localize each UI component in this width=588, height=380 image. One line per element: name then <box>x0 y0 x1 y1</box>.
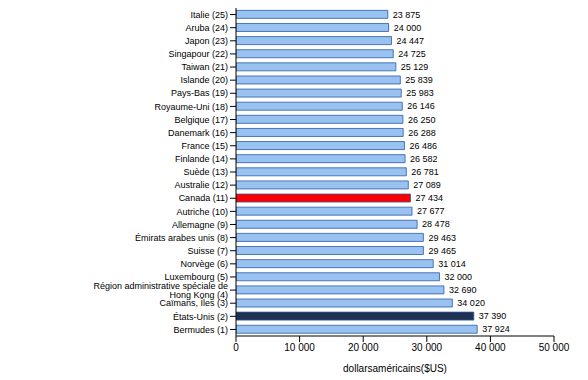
svg-text:24 447: 24 447 <box>396 36 424 46</box>
svg-text:37 924: 37 924 <box>482 324 510 334</box>
svg-text:26 146: 26 146 <box>407 101 435 111</box>
svg-text:26 582: 26 582 <box>410 154 438 164</box>
svg-text:Taiwan (21): Taiwan (21) <box>181 62 228 72</box>
svg-text:Danemark (16): Danemark (16) <box>168 128 228 138</box>
svg-text:Autriche (10): Autriche (10) <box>176 207 228 217</box>
svg-text:20 000: 20 000 <box>348 342 379 353</box>
svg-text:Bermudes (1): Bermudes (1) <box>173 325 228 335</box>
svg-text:Royaume-Uni (18): Royaume-Uni (18) <box>154 102 228 112</box>
svg-text:Belgique (17): Belgique (17) <box>174 115 228 125</box>
svg-text:Islande (20): Islande (20) <box>180 75 228 85</box>
svg-text:40 000: 40 000 <box>475 342 506 353</box>
svg-text:25 129: 25 129 <box>401 62 429 72</box>
svg-text:Singapour (22): Singapour (22) <box>168 49 228 59</box>
svg-text:Suède (13): Suède (13) <box>183 167 228 177</box>
svg-text:27 677: 27 677 <box>417 206 445 216</box>
svg-text:Caïmans, Îles (3): Caïmans, Îles (3) <box>159 298 228 308</box>
svg-text:29 465: 29 465 <box>428 246 456 256</box>
svg-text:France (15): France (15) <box>181 141 228 151</box>
svg-text:Italie (25): Italie (25) <box>190 10 228 20</box>
svg-text:Luxembourg (5): Luxembourg (5) <box>164 272 228 283</box>
svg-text:27 089: 27 089 <box>413 180 441 190</box>
svg-text:28 478: 28 478 <box>422 219 450 229</box>
svg-text:50 000: 50 000 <box>539 342 570 353</box>
svg-text:26 486: 26 486 <box>409 141 437 151</box>
svg-text:Canada (11): Canada (11) <box>179 193 228 203</box>
svg-text:Émirats arabes unis (8): Émirats arabes unis (8) <box>135 233 228 243</box>
svg-text:32 000: 32 000 <box>445 272 473 282</box>
svg-text:Finlande (14): Finlande (14) <box>175 154 228 164</box>
svg-text:30 000: 30 000 <box>412 342 443 353</box>
svg-text:37 390: 37 390 <box>479 311 507 321</box>
svg-text:31 014: 31 014 <box>438 259 466 269</box>
svg-text:Aruba (24): Aruba (24) <box>185 23 228 33</box>
svg-text:32 690: 32 690 <box>449 285 477 295</box>
svg-text:États-Unis (2): États-Unis (2) <box>173 312 228 322</box>
svg-text:Région administrative spéciale: Région administrative spéciale deHong Ko… <box>93 281 228 300</box>
svg-text:23 875: 23 875 <box>393 10 421 20</box>
svg-text:26 288: 26 288 <box>408 128 436 138</box>
svg-text:Australie (12): Australie (12) <box>174 180 228 190</box>
svg-text:34 020: 34 020 <box>457 298 485 308</box>
svg-text:Suisse (7): Suisse (7) <box>187 246 228 256</box>
svg-text:10 000: 10 000 <box>284 342 315 353</box>
svg-text:Allemagne (9): Allemagne (9) <box>172 220 228 230</box>
svg-text:26 250: 26 250 <box>408 115 436 125</box>
svg-text:Pays-Bas (19): Pays-Bas (19) <box>171 88 228 98</box>
svg-text:24 000: 24 000 <box>394 23 422 33</box>
svg-text:0: 0 <box>233 342 239 353</box>
svg-text:26 781: 26 781 <box>411 167 439 177</box>
svg-text:Norvège (6): Norvège (6) <box>180 259 228 269</box>
svg-text:29 463: 29 463 <box>428 233 456 243</box>
svg-text:24 725: 24 725 <box>398 49 426 59</box>
svg-text:25 839: 25 839 <box>405 75 433 85</box>
svg-text:Japon (23): Japon (23) <box>185 36 228 46</box>
svg-text:25 983: 25 983 <box>406 88 434 98</box>
svg-text:27 434: 27 434 <box>415 193 443 203</box>
svg-text:dollarsaméricains($US): dollarsaméricains($US) <box>343 363 447 374</box>
